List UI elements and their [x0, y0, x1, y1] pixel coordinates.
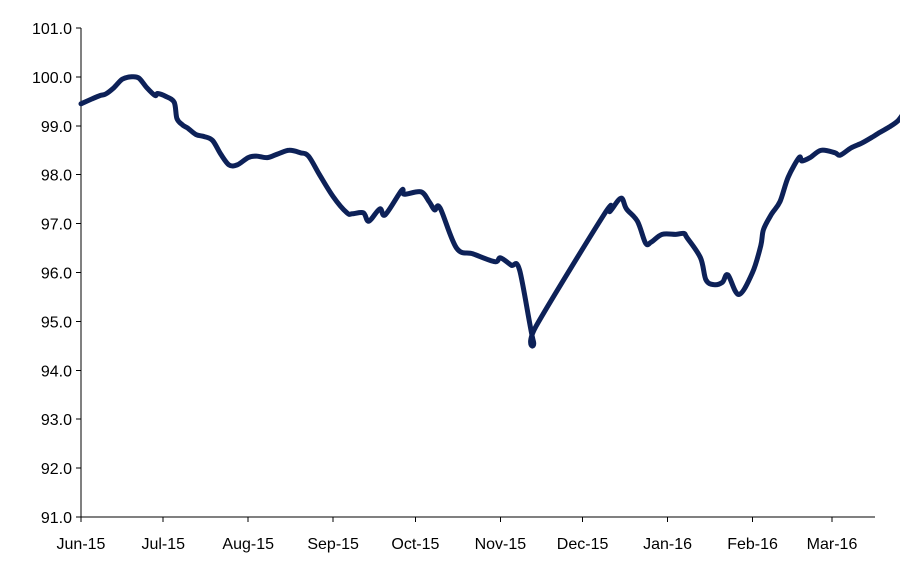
y-tick-label: 97.0 — [41, 217, 72, 234]
y-tick-label: 94.0 — [41, 363, 72, 380]
x-tick-label: Jun-15 — [57, 536, 106, 553]
y-tick-label: 96.0 — [41, 266, 72, 283]
y-tick-label: 100.0 — [32, 70, 72, 87]
x-tick-label: Feb-16 — [727, 536, 778, 553]
x-tick-label: Sep-15 — [307, 536, 359, 553]
y-tick-label: 92.0 — [41, 461, 72, 478]
y-tick-label: 91.0 — [41, 510, 72, 527]
x-tick-label: Dec-15 — [557, 536, 609, 553]
x-tick-label: Oct-15 — [391, 536, 439, 553]
y-tick-label: 98.0 — [41, 168, 72, 185]
x-tick-label: Nov-15 — [475, 536, 527, 553]
x-tick-label: Aug-15 — [222, 536, 274, 553]
y-tick-label: 101.0 — [32, 21, 72, 38]
y-axis: 91.0 92.0 93.0 94.0 95.0 96.0 97.0 98.0 99.0 100.… — [32, 21, 82, 527]
x-tick-label: Jul-15 — [141, 536, 185, 553]
x-axis: Jun-15 Jul-15 Aug-15 Sep-15 Oct-15 Nov-15 Dec-… — [57, 516, 875, 553]
x-tick-label: Mar-16 — [807, 536, 858, 553]
y-tick-label: 99.0 — [41, 119, 72, 136]
series-layer — [78, 74, 900, 349]
x-tick-label: Jan-16 — [643, 536, 692, 553]
series-line — [78, 74, 900, 349]
y-tick-label: 95.0 — [41, 314, 72, 331]
y-tick-label: 93.0 — [41, 412, 72, 429]
